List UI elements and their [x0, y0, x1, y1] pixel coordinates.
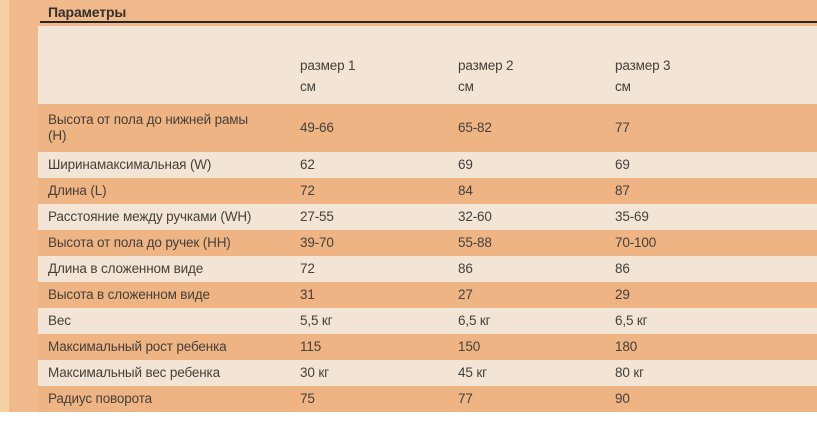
size-2-unit: см: [458, 79, 474, 94]
row-value-size-1: 27-55: [300, 209, 334, 224]
row-label: Максимальный вес ребенка: [48, 365, 220, 380]
row-value-size-3: 70-100: [615, 235, 657, 250]
row-value-size-3: 29: [615, 287, 630, 302]
row-value-size-1: 72: [300, 261, 315, 276]
left-margin-strip: [0, 0, 9, 412]
column-header-size-3: размер 3 см: [615, 55, 817, 104]
row-label: Расстояние между ручками (WH): [48, 209, 252, 224]
size-2-label: размер 2: [458, 58, 514, 73]
row-value-size-3: 180: [615, 339, 638, 354]
table-row: Высота от пола до ручек (HH) 39-70 55-88…: [38, 230, 817, 256]
row-value-size-2: 27: [458, 287, 473, 302]
table-row: Длина (L) 72 84 87: [38, 178, 817, 204]
row-value-size-2: 77: [458, 391, 473, 406]
size-1-unit: см: [300, 79, 316, 94]
row-value-size-1: 75: [300, 391, 315, 406]
row-label: Ширинамаксимальная (W): [48, 157, 212, 172]
row-value-size-3: 80 кг: [615, 365, 644, 380]
size-1-label: размер 1: [300, 58, 356, 73]
table-header-row: размер 1 см размер 2 см размер 3 см: [38, 26, 817, 104]
row-label: Высота от пола до ручек (HH): [48, 235, 231, 250]
column-header-size-1: размер 1 см: [300, 55, 458, 104]
table-row: Ширинамаксимальная (W) 62 69 69: [38, 152, 817, 178]
row-value-size-3: 86: [615, 261, 630, 276]
row-value-size-2: 65-82: [458, 120, 492, 135]
row-value-size-2: 86: [458, 261, 473, 276]
row-value-size-3: 6,5 кг: [615, 313, 648, 328]
column-header-parameter: [38, 97, 300, 104]
row-value-size-1: 49-66: [300, 120, 334, 135]
row-value-size-3: 35-69: [615, 209, 649, 224]
size-3-unit: см: [615, 79, 631, 94]
row-label: Радиус поворота: [48, 391, 152, 406]
row-value-size-1: 62: [300, 157, 315, 172]
row-value-size-1: 31: [300, 287, 315, 302]
row-value-size-2: 69: [458, 157, 473, 172]
row-value-size-2: 55-88: [458, 235, 492, 250]
row-value-size-2: 45 кг: [458, 365, 487, 380]
row-value-size-1: 115: [300, 339, 322, 354]
table-row: Радиус поворота 75 77 90: [38, 386, 817, 412]
table-row: Расстояние между ручками (WH) 27-55 32-6…: [38, 204, 817, 230]
row-value-size-1: 72: [300, 183, 315, 198]
row-value-size-3: 90: [615, 391, 630, 406]
title-underline: [40, 21, 817, 23]
row-value-size-1: 30 кг: [300, 365, 329, 380]
table-row: Длина в сложенном виде 72 86 86: [38, 256, 817, 282]
row-value-size-3: 77: [615, 120, 630, 135]
row-value-size-3: 69: [615, 157, 630, 172]
row-value-size-2: 84: [458, 183, 473, 198]
column-header-size-2: размер 2 см: [458, 55, 615, 104]
row-value-size-2: 6,5 кг: [458, 313, 491, 328]
size-3-label: размер 3: [615, 58, 671, 73]
parameters-table-body: Высота от пола до нижней рамы (H) 49-66 …: [38, 104, 817, 412]
row-label: Максимальный рост ребенка: [48, 339, 227, 354]
row-value-size-3: 87: [615, 183, 630, 198]
table-row: Максимальный рост ребенка 115 150 180: [38, 334, 817, 360]
table-row: Высота от пола до нижней рамы (H) 49-66 …: [38, 104, 817, 152]
table-row: Максимальный вес ребенка 30 кг 45 кг 80 …: [38, 360, 817, 386]
table-row: Вес 5,5 кг 6,5 кг 6,5 кг: [38, 308, 817, 334]
row-value-size-1: 39-70: [300, 235, 334, 250]
row-label: Длина (L): [48, 183, 107, 198]
row-value-size-2: 32-60: [458, 209, 492, 224]
row-value-size-1: 5,5 кг: [300, 313, 333, 328]
row-label: Вес: [48, 313, 71, 328]
row-label: Высота в сложенном виде: [48, 287, 210, 302]
row-value-size-2: 150: [458, 339, 481, 354]
row-label: Длина в сложенном виде: [48, 261, 204, 276]
row-label: Высота от пола до нижней рамы (H): [48, 112, 248, 143]
parameters-table: размер 1 см размер 2 см размер 3 см Высо…: [38, 26, 817, 412]
table-row: Высота в сложенном виде 31 27 29: [38, 282, 817, 308]
section-title: Параметры: [48, 4, 127, 20]
